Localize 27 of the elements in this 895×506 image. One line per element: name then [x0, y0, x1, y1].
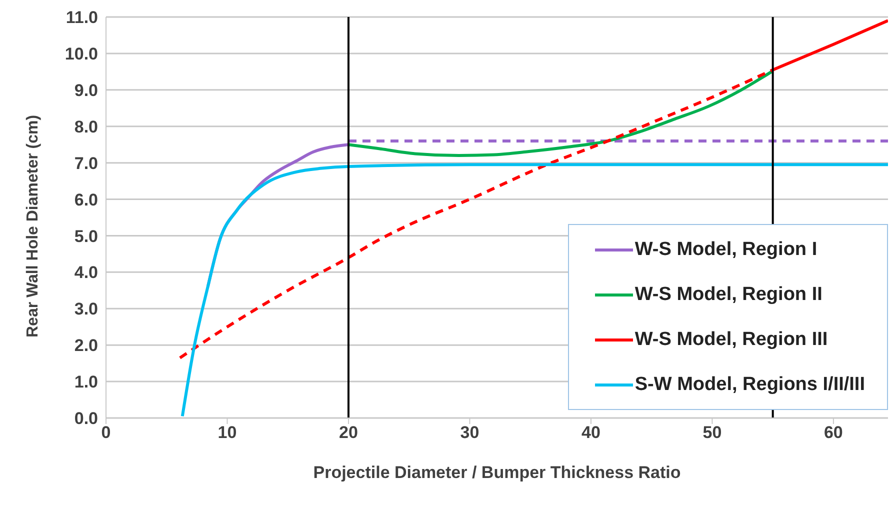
- line-series: [180, 163, 888, 418]
- legend-label: W-S Model, Region III: [634, 328, 828, 350]
- y-axis-title: Rear Wall Hole Diameter (cm): [24, 114, 42, 338]
- y-tick-label: 9.0: [74, 80, 98, 100]
- y-tick-label: 11.0: [66, 8, 98, 28]
- y-tick-label: 3.0: [74, 300, 98, 319]
- y-tick-label: 4.0: [74, 263, 98, 282]
- x-tick-label: 20: [339, 423, 358, 442]
- x-tick-label: 50: [702, 423, 722, 442]
- legend-label: S-W Model, Regions I/II/III: [634, 374, 865, 396]
- legend-label: W-S Model, Region II: [634, 284, 822, 306]
- line-series: [346, 70, 774, 158]
- y-tick-label: 10.0: [64, 44, 98, 64]
- y-tick-label: 7.0: [74, 154, 98, 173]
- y-tick-label: 8.0: [74, 117, 98, 136]
- y-tick-label: 2.0: [74, 336, 98, 356]
- y-tick-label: 5.0: [74, 226, 98, 246]
- y-tick-label: 0.0: [74, 409, 98, 428]
- x-tick-label: 10: [218, 423, 237, 442]
- x-tick-label: 0: [101, 423, 111, 442]
- y-tick-label: 1.0: [74, 372, 98, 392]
- x-tick-label: 30: [460, 423, 480, 442]
- y-tick-label: 6.0: [74, 190, 98, 210]
- x-tick-label: 40: [582, 423, 600, 442]
- x-axis-title: Projectile Diameter / Bumper Thickness Ratio: [313, 463, 681, 482]
- legend-label: W-S Model, Region I: [634, 238, 818, 260]
- x-tick-label: 60: [824, 423, 843, 442]
